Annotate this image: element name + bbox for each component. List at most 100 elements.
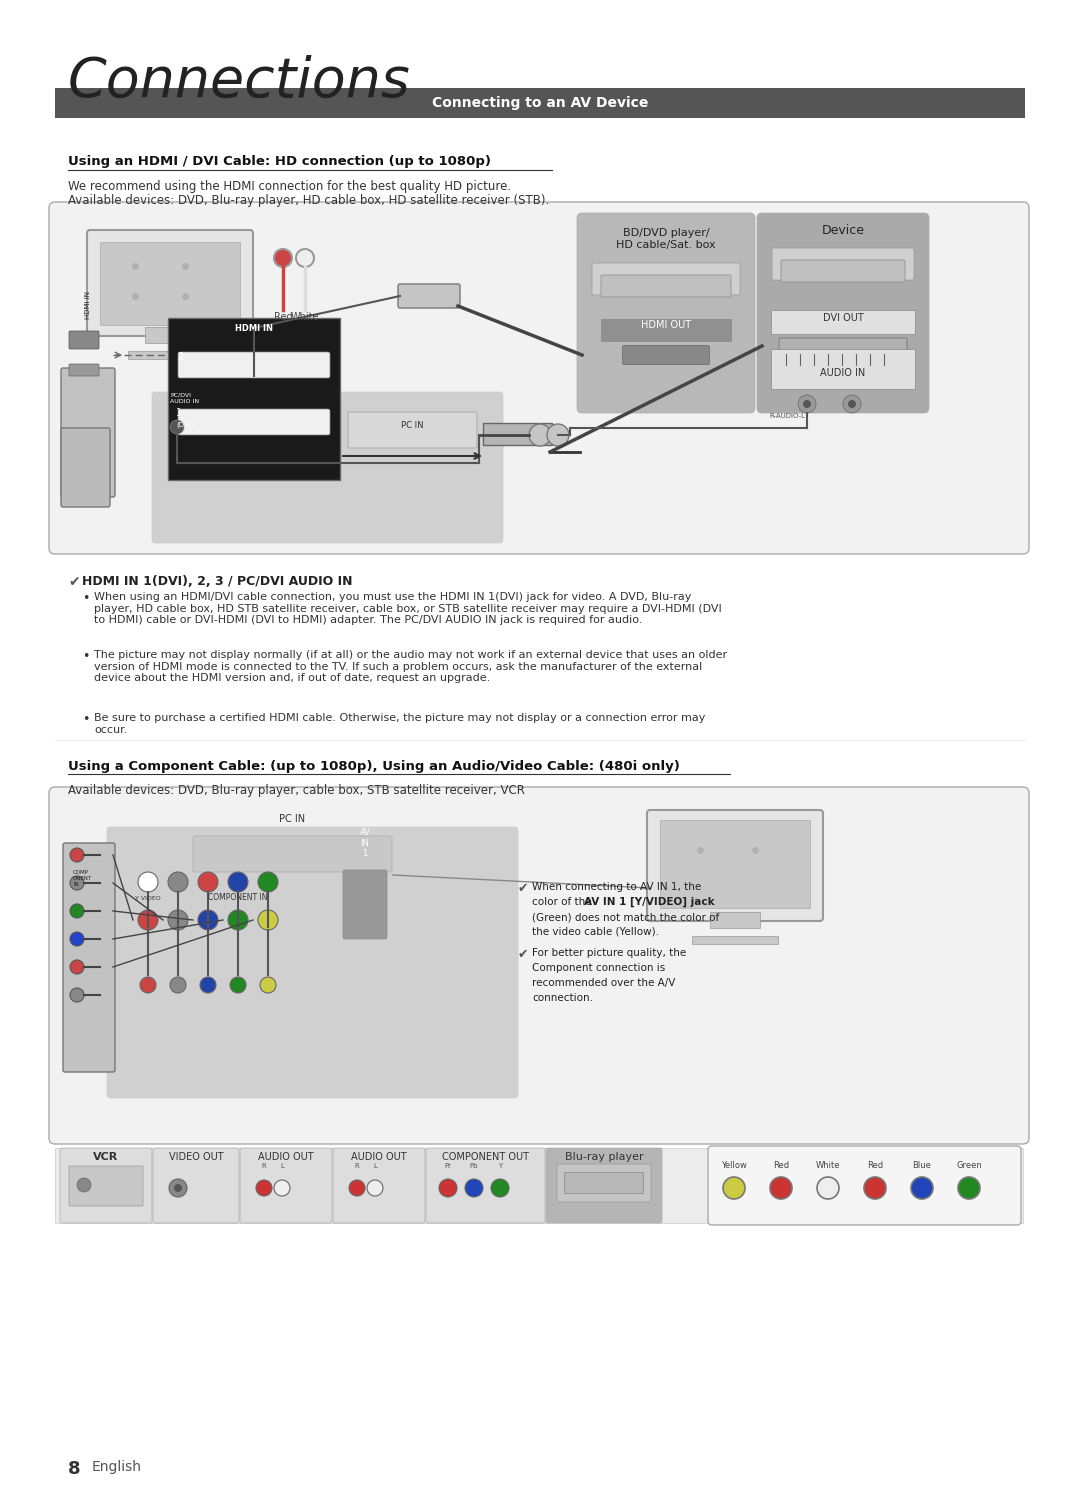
- Circle shape: [198, 872, 218, 892]
- Text: COMPONENT OUT: COMPONENT OUT: [442, 1152, 528, 1162]
- Circle shape: [349, 1180, 365, 1197]
- Text: Y: Y: [498, 1162, 502, 1168]
- Circle shape: [70, 961, 84, 974]
- Text: R-AUDIO-L: R-AUDIO-L: [769, 412, 805, 418]
- Circle shape: [198, 910, 218, 929]
- FancyBboxPatch shape: [546, 1147, 662, 1224]
- Circle shape: [228, 910, 248, 929]
- FancyBboxPatch shape: [565, 1173, 644, 1194]
- FancyBboxPatch shape: [152, 391, 503, 542]
- Circle shape: [864, 1177, 886, 1200]
- Circle shape: [274, 249, 292, 267]
- Text: HDMI IN: HDMI IN: [85, 291, 91, 320]
- Text: Available devices: DVD, Blu-ray player, HD cable box, HD satellite receiver (STB: Available devices: DVD, Blu-ray player, …: [68, 194, 550, 208]
- FancyBboxPatch shape: [333, 1147, 426, 1224]
- Text: VIDEO OUT: VIDEO OUT: [168, 1152, 224, 1162]
- Text: The picture may not display normally (if at all) or the audio may not work if an: The picture may not display normally (if…: [94, 650, 727, 683]
- Circle shape: [200, 977, 216, 994]
- Text: Using a Component Cable: (up to 1080p), Using an Audio/Video Cable: (480i only): Using a Component Cable: (up to 1080p), …: [68, 760, 680, 772]
- FancyBboxPatch shape: [55, 1147, 1023, 1224]
- FancyBboxPatch shape: [399, 284, 460, 308]
- Circle shape: [70, 875, 84, 890]
- Text: Be sure to purchase a certified HDMI cable. Otherwise, the picture may not displ: Be sure to purchase a certified HDMI cab…: [94, 713, 705, 735]
- Circle shape: [798, 394, 816, 412]
- Circle shape: [138, 910, 158, 929]
- FancyBboxPatch shape: [343, 870, 387, 940]
- FancyBboxPatch shape: [60, 1147, 152, 1224]
- Circle shape: [70, 849, 84, 862]
- FancyBboxPatch shape: [348, 412, 477, 448]
- Text: color of the: color of the: [532, 896, 592, 907]
- Circle shape: [70, 988, 84, 1002]
- Circle shape: [848, 400, 856, 408]
- Text: Device: Device: [822, 224, 864, 238]
- FancyBboxPatch shape: [483, 423, 552, 445]
- Text: Available devices: DVD, Blu-ray player, cable box, STB satellite receiver, VCR: Available devices: DVD, Blu-ray player, …: [68, 784, 525, 796]
- Text: Pb: Pb: [470, 1162, 478, 1168]
- Text: 1: 1: [176, 408, 183, 418]
- Circle shape: [274, 1180, 291, 1197]
- Text: Connecting to an AV Device: Connecting to an AV Device: [432, 96, 648, 111]
- FancyBboxPatch shape: [60, 368, 114, 498]
- Text: AV
IN
1: AV IN 1: [360, 828, 370, 858]
- Text: PC IN: PC IN: [401, 421, 423, 430]
- Text: COMP
ONENT
IN: COMP ONENT IN: [73, 870, 92, 886]
- Circle shape: [170, 420, 184, 433]
- Text: COMPONENT IN: COMPONENT IN: [208, 893, 268, 902]
- Text: When using an HDMI/DVI cable connection, you must use the HDMI IN 1(DVI) jack fo: When using an HDMI/DVI cable connection,…: [94, 592, 721, 624]
- Circle shape: [140, 977, 156, 994]
- Text: R: R: [354, 1162, 360, 1168]
- Text: L: L: [280, 1162, 284, 1168]
- Text: ✔: ✔: [518, 949, 528, 961]
- Text: HDMI IN 1(DVI), 2, 3 / PC/DVI AUDIO IN: HDMI IN 1(DVI), 2, 3 / PC/DVI AUDIO IN: [82, 575, 352, 589]
- Circle shape: [260, 977, 276, 994]
- Circle shape: [723, 1177, 745, 1200]
- Circle shape: [770, 1177, 792, 1200]
- FancyBboxPatch shape: [622, 345, 710, 365]
- FancyBboxPatch shape: [100, 242, 240, 326]
- Text: White: White: [291, 312, 320, 323]
- Text: When connecting to AV IN 1, the: When connecting to AV IN 1, the: [532, 881, 701, 892]
- Text: connection.: connection.: [532, 994, 593, 1002]
- FancyBboxPatch shape: [55, 88, 1025, 118]
- Circle shape: [816, 1177, 839, 1200]
- Circle shape: [491, 1179, 509, 1197]
- Circle shape: [258, 910, 278, 929]
- Text: English: English: [92, 1460, 141, 1475]
- FancyBboxPatch shape: [771, 350, 915, 388]
- Circle shape: [256, 1180, 272, 1197]
- Circle shape: [174, 1185, 183, 1192]
- Circle shape: [296, 249, 314, 267]
- FancyBboxPatch shape: [178, 353, 330, 378]
- Text: HDMI IN: HDMI IN: [235, 324, 273, 333]
- FancyBboxPatch shape: [592, 263, 740, 294]
- Text: Red: Red: [773, 1161, 789, 1170]
- FancyBboxPatch shape: [660, 820, 810, 908]
- Text: the video cable (Yellow).: the video cable (Yellow).: [532, 926, 659, 937]
- Text: PC IN: PC IN: [279, 814, 305, 825]
- FancyBboxPatch shape: [710, 911, 760, 928]
- Circle shape: [438, 1179, 457, 1197]
- Text: Red: Red: [273, 312, 293, 323]
- Circle shape: [529, 424, 551, 447]
- Text: AUDIO IN: AUDIO IN: [821, 368, 866, 378]
- FancyBboxPatch shape: [772, 248, 914, 279]
- Text: AV IN 1 [Y/VIDEO] jack: AV IN 1 [Y/VIDEO] jack: [584, 896, 715, 907]
- Text: •: •: [82, 713, 90, 726]
- FancyBboxPatch shape: [49, 787, 1029, 1144]
- Circle shape: [168, 872, 188, 892]
- Text: Connections: Connections: [68, 55, 410, 108]
- Text: Red: Red: [867, 1161, 883, 1170]
- FancyBboxPatch shape: [779, 338, 907, 354]
- FancyBboxPatch shape: [60, 427, 110, 506]
- Text: HDMI OUT: HDMI OUT: [640, 320, 691, 330]
- FancyBboxPatch shape: [193, 837, 392, 872]
- FancyBboxPatch shape: [771, 309, 915, 335]
- FancyBboxPatch shape: [647, 810, 823, 920]
- Text: PC/DVI
AUDIO IN: PC/DVI AUDIO IN: [170, 393, 199, 403]
- Circle shape: [958, 1177, 980, 1200]
- FancyBboxPatch shape: [129, 351, 212, 359]
- FancyBboxPatch shape: [49, 202, 1029, 554]
- FancyBboxPatch shape: [757, 214, 929, 412]
- FancyBboxPatch shape: [87, 230, 253, 336]
